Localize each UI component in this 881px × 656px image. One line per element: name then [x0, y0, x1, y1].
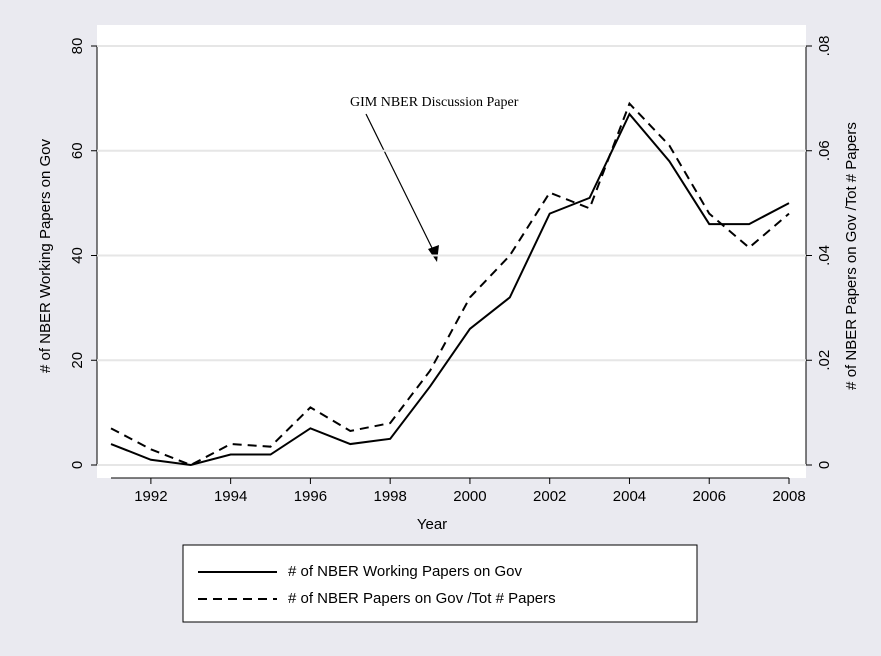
legend-label: # of NBER Papers on Gov /Tot # Papers	[288, 590, 556, 607]
y2-tick-label: .04	[816, 245, 833, 266]
series-line	[110, 112, 790, 467]
y2-tick-label: .02	[816, 350, 833, 371]
annotation: GIM NBER Discussion Paper	[350, 95, 519, 110]
x-tick-label: 2008	[772, 488, 805, 505]
y-tick-label: 40	[69, 247, 86, 264]
plot-area	[97, 25, 806, 478]
x-axis-title: Year	[417, 516, 447, 533]
y-tick-label: 60	[69, 142, 86, 159]
series-line	[110, 101, 790, 467]
legend-label: # of NBER Working Papers on Gov	[288, 563, 522, 580]
y-tick-label: 0	[69, 461, 86, 469]
y2-axis-title: # of NBER Papers on Gov /Tot # Papers	[843, 122, 860, 390]
x-tick-label: 1994	[214, 488, 247, 505]
x-tick-label: 2002	[533, 488, 566, 505]
legend	[182, 544, 698, 623]
x-tick-label: 1992	[134, 488, 167, 505]
x-tick-label: 2000	[453, 488, 486, 505]
y2-tick-label: .06	[816, 140, 833, 161]
y-tick-label: 20	[69, 352, 86, 369]
y-tick-label: 80	[69, 38, 86, 55]
x-tick-label: 1998	[373, 488, 406, 505]
x-tick-label: 2004	[613, 488, 646, 505]
y-axis-title: # of NBER Working Papers on Gov	[37, 139, 54, 373]
x-tick-label: 1996	[294, 488, 327, 505]
y2-tick-label: 0	[816, 461, 833, 469]
arrow-head	[428, 245, 439, 262]
annotation-arrow	[365, 113, 435, 253]
y2-tick-label: .08	[816, 36, 833, 57]
x-tick-label: 2006	[693, 488, 726, 505]
